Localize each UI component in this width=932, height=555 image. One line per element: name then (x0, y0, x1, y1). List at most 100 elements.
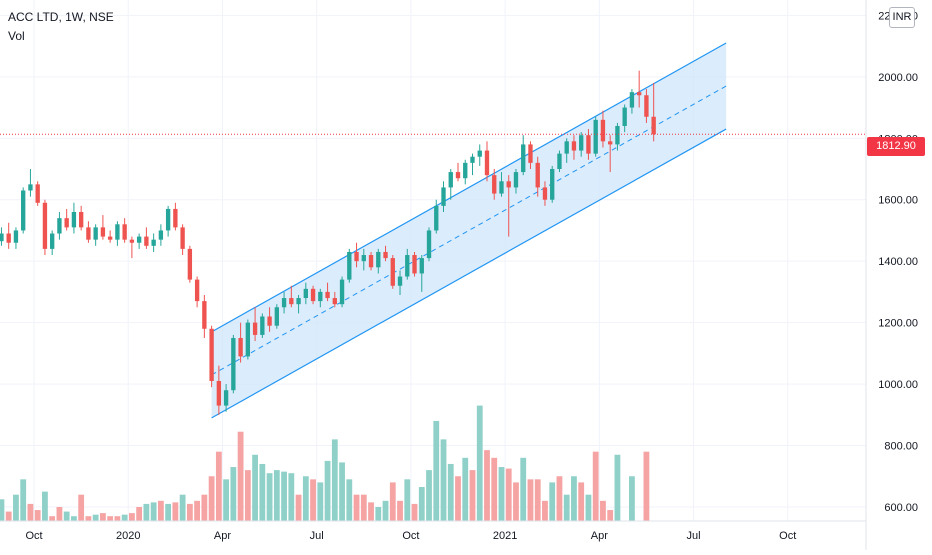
candle-body (194, 279, 200, 302)
currency-badge[interactable]: INR (889, 7, 915, 28)
price-tick-label: 1000.00 (878, 379, 918, 391)
candle-body (6, 233, 11, 243)
candle-body (579, 135, 584, 151)
candle-body (78, 212, 84, 228)
candle-body (492, 175, 497, 194)
chart-title[interactable]: ACC LTD, 1W, NSE (8, 10, 114, 24)
candle-body (245, 322, 251, 357)
volume-bar (107, 516, 114, 521)
volume-bar (585, 494, 592, 521)
candle-body (557, 153, 562, 169)
candle-body (209, 328, 214, 382)
candle-body (202, 301, 207, 329)
candle-body (419, 258, 424, 274)
volume-bar (42, 491, 48, 521)
candle-body (528, 144, 533, 163)
volume-bar (505, 468, 512, 521)
volume-bar (20, 479, 27, 521)
volume-bar (244, 470, 251, 521)
candle-body (593, 119, 598, 154)
volume-bar (563, 494, 570, 521)
candle-body (325, 291, 330, 299)
volume-bar (230, 467, 237, 521)
volume-bar (13, 494, 19, 521)
candle-body (223, 390, 229, 406)
volume-bar (215, 451, 222, 521)
candle-body (238, 337, 243, 357)
candle-body (318, 291, 323, 302)
candle-body (470, 156, 475, 163)
volume-bar (78, 494, 85, 521)
candle-body (448, 172, 453, 188)
volume-bar (339, 462, 345, 521)
candle-body (651, 116, 656, 135)
volume-bar (150, 502, 157, 521)
time-tick-label: Apr (214, 530, 231, 542)
channel-lower-line (211, 128, 727, 419)
volume-bar (484, 450, 490, 521)
candle-body (136, 236, 142, 243)
regression-channel[interactable] (211, 42, 727, 419)
volume-bar (5, 511, 12, 521)
candle-body (615, 125, 620, 145)
volume-bar (462, 457, 469, 521)
time-tick-label: 2020 (116, 530, 140, 542)
volume-bar (310, 479, 316, 521)
candle-body (115, 224, 120, 240)
candle-body (13, 230, 19, 243)
volume-bar (549, 482, 556, 521)
volume-bar (534, 479, 541, 521)
candle-body (216, 381, 222, 406)
candle-body (21, 190, 26, 231)
volume-bar (259, 463, 266, 521)
candle-body (50, 233, 55, 249)
candle-body (274, 307, 280, 326)
candle-body (484, 150, 490, 176)
volume-bar (71, 516, 77, 521)
volume-bar (469, 470, 476, 521)
volume-bar (288, 473, 295, 521)
candle-body (28, 184, 33, 191)
volume-bar (491, 457, 498, 521)
candle-body (629, 92, 635, 108)
volume-bar (281, 471, 287, 521)
volume-bar (100, 513, 106, 521)
time-tick-label: Oct (779, 530, 796, 542)
time-tick-label: 2021 (493, 530, 517, 542)
volume-bar (92, 514, 99, 521)
volume-bar (317, 482, 324, 521)
volume-bar (49, 516, 56, 521)
volume-bar (143, 503, 150, 521)
candle-body (0, 233, 4, 242)
candle-body (64, 218, 69, 228)
candle-body (441, 187, 446, 206)
volume-bar (498, 467, 505, 521)
volume-bar (578, 482, 585, 521)
candle-body (86, 227, 91, 240)
volume-bar (643, 451, 650, 521)
candle-body (636, 92, 642, 96)
candle-body (158, 230, 164, 240)
price-tick-label: 600.00 (884, 502, 918, 514)
volume-bar (295, 494, 302, 521)
volume-bar (614, 454, 621, 521)
candle-body (122, 224, 127, 240)
volume-bar (360, 494, 367, 521)
candle-body (252, 322, 258, 335)
candle-body (281, 298, 287, 308)
channel-fill (211, 43, 727, 418)
volume-legend-label[interactable]: Vol (8, 29, 25, 43)
volume-bar (556, 476, 563, 521)
volume-bar (179, 494, 186, 521)
volume-bar (440, 439, 447, 521)
volume-bar (194, 500, 201, 521)
volume-bar (389, 482, 396, 521)
candle-body (332, 298, 337, 305)
volume-bar (375, 506, 382, 521)
volume-bar (571, 476, 577, 521)
time-tick-label: Jul (686, 530, 700, 542)
candle-body (339, 279, 345, 305)
volume-bar (223, 479, 230, 521)
